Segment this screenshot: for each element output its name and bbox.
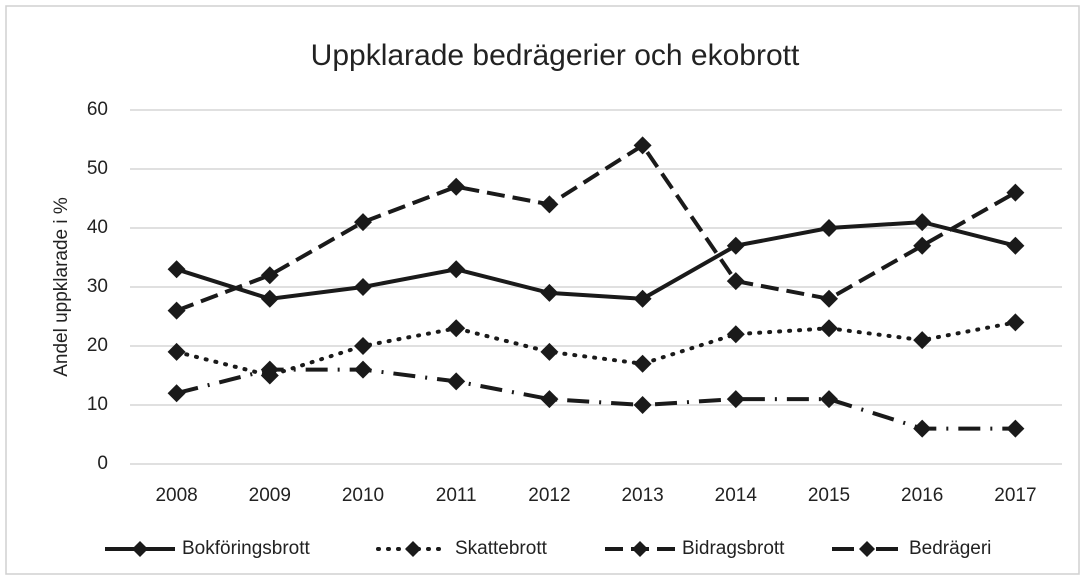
x-tick-label: 2013 (621, 485, 663, 506)
legend-label: Bokföringsbrott (182, 538, 311, 559)
legend-marker (405, 541, 421, 557)
y-tick-label: 0 (97, 453, 108, 474)
marker (913, 419, 932, 438)
marker (167, 301, 186, 320)
marker (447, 372, 466, 391)
legend-label: Skattebrott (455, 538, 548, 559)
marker (726, 390, 745, 409)
marker (633, 289, 652, 308)
marker (540, 390, 559, 409)
legend-marker (859, 541, 875, 557)
marker (1006, 419, 1025, 438)
marker (447, 319, 466, 338)
x-tick-label: 2012 (528, 485, 570, 506)
y-tick-label: 20 (87, 335, 108, 356)
marker (447, 177, 466, 196)
marker (913, 331, 932, 350)
marker (167, 342, 186, 361)
marker (633, 354, 652, 373)
series-line (176, 367, 1016, 431)
series-line (174, 320, 1018, 378)
marker (354, 337, 372, 355)
marker (167, 260, 186, 279)
marker (820, 219, 838, 237)
marker (820, 319, 838, 338)
legend-marker (132, 541, 148, 557)
marker (354, 213, 372, 232)
legend-marker (632, 541, 648, 557)
marker (1006, 236, 1025, 255)
marker (820, 390, 838, 409)
marker (913, 213, 932, 232)
marker (354, 360, 372, 379)
legend-label: Bedrägeri (909, 538, 991, 559)
chart-title: Uppklarade bedrägerier och ekobrott (311, 39, 800, 72)
x-tick-label: 2014 (715, 485, 758, 506)
marker (913, 236, 932, 255)
marker (354, 278, 372, 296)
marker (540, 342, 559, 361)
marker (726, 325, 745, 344)
series-line (175, 220, 1016, 301)
y-tick-label: 10 (87, 394, 108, 415)
marker (260, 266, 279, 285)
x-tick-label: 2009 (249, 485, 291, 506)
marker (726, 236, 745, 255)
marker (260, 289, 279, 308)
marker (726, 272, 745, 291)
marker (540, 283, 559, 302)
marker (540, 195, 559, 214)
marker (447, 260, 466, 279)
y-tick-label: 30 (87, 276, 108, 297)
marker (633, 136, 652, 155)
marker (260, 360, 279, 379)
y-axis-label: Andel uppklarade i % (51, 197, 72, 377)
marker (167, 384, 186, 403)
x-tick-label: 2015 (808, 485, 850, 506)
marker (1006, 313, 1025, 332)
x-tick-label: 2010 (342, 485, 384, 506)
x-tick-label: 2017 (994, 485, 1036, 506)
marker (1006, 183, 1025, 202)
y-tick-label: 40 (87, 217, 108, 238)
x-tick-label: 2011 (436, 485, 477, 506)
y-tick-label: 50 (87, 158, 108, 179)
y-tick-label: 60 (87, 99, 108, 120)
marker (820, 289, 838, 308)
marker (633, 396, 652, 414)
x-tick-label: 2008 (155, 485, 197, 506)
series-line (175, 142, 1017, 313)
legend-label: Bidragsbrott (682, 538, 785, 559)
x-tick-label: 2016 (901, 485, 943, 506)
